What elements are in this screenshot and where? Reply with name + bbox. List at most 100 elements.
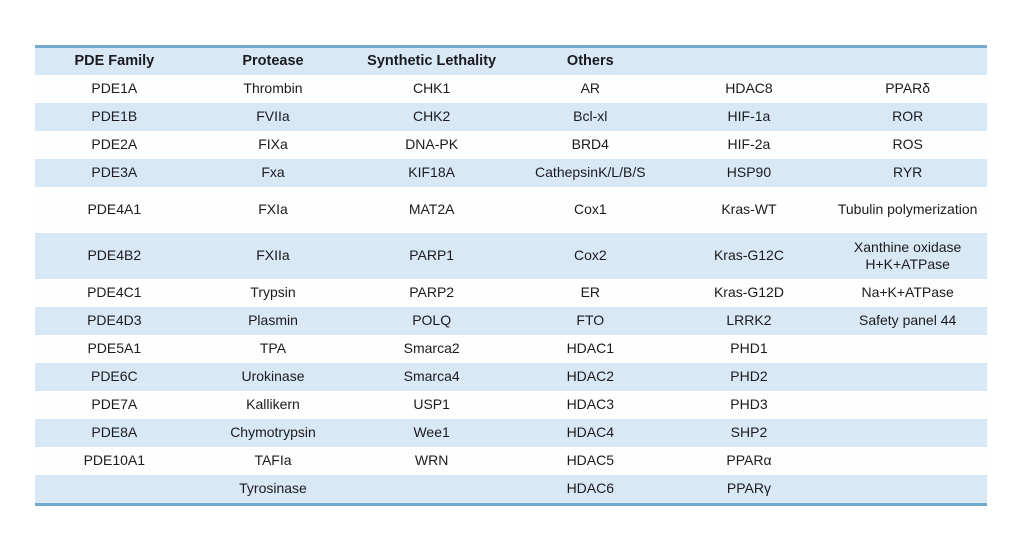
table-cell: PDE10A1 (83, 452, 146, 469)
table-cell: Cox1 (573, 201, 607, 218)
table-row: PDE5A1 TPA Smarca2 HDAC1 PHD1 (35, 335, 987, 363)
table-cell (352, 475, 511, 505)
table-row: PDE4B2 FXIIa PARP1 Cox2 Kras-G12C Xanthine ox… (35, 233, 987, 279)
table-cell: PPARδ (885, 80, 931, 97)
table-cell: Fxa (261, 164, 285, 181)
table-cell: Thrombin (243, 80, 303, 97)
table-cell: PHD3 (730, 396, 768, 413)
table-cell: CHK1 (412, 80, 451, 97)
table-cell: CHK2 (412, 108, 451, 125)
header-others: Others (566, 53, 614, 70)
header-blank-1 (670, 47, 829, 76)
table-cell: PDE2A (91, 136, 138, 153)
table-row: PDE10A1 TAFIa WRN HDAC5 PPARα (35, 447, 987, 475)
header-blank-2 (828, 47, 987, 76)
table-cell: Tyrosinase (239, 480, 307, 497)
table-cell: USP1 (413, 396, 450, 413)
table-cell: Chymotrypsin (230, 424, 316, 441)
table-cell: Cox2 (573, 247, 607, 264)
header-row: PDE Family Protease Synthetic Lethality … (35, 46, 987, 76)
table-cell: ER (580, 284, 601, 301)
table-cell: Safety panel 44 (858, 312, 957, 329)
table-cell: PDE1A (91, 80, 138, 97)
table-cell: HDAC5 (566, 452, 615, 469)
table-cell: Kras-G12C (713, 247, 784, 264)
table-cell: KIF18A (408, 164, 455, 181)
table-cell: AR (580, 80, 601, 97)
header-synthetic-lethality: Synthetic Lethality (367, 53, 497, 70)
table-cell: Plasmin (248, 312, 298, 329)
table-cell: FTO (576, 312, 605, 329)
table-cell: HDAC2 (566, 368, 615, 385)
table-cell: PPARα (726, 452, 772, 469)
table-cell (35, 475, 194, 505)
table-cell: SHP2 (730, 424, 768, 441)
table-row: PDE8A Chymotrypsin Wee1 HDAC4 SHP2 (35, 419, 987, 447)
table-cell: CathepsinK/L/B/S (535, 164, 646, 181)
table-cell: FVIIa (256, 108, 290, 125)
table-cell: FXIIa (256, 247, 290, 264)
table-cell: FIXa (258, 136, 288, 153)
table-cell: Smarca4 (403, 368, 460, 385)
table-cell: RYR (892, 164, 923, 181)
table-cell: HDAC8 (725, 80, 773, 97)
table-cell: HIF-2a (727, 136, 771, 153)
table-row: PDE7A Kallikern USP1 HDAC3 PHD3 (35, 391, 987, 419)
table-row: PDE4A1 FXIa MAT2A Cox1 Kras-WT Tubulin polyme… (35, 187, 987, 233)
table-cell: Tubulin polymerization (837, 201, 978, 218)
table-cell: HIF-1a (727, 108, 771, 125)
table-cell: HDAC3 (566, 396, 615, 413)
table-cell: PDE4A1 (87, 201, 142, 218)
table-cell: PDE3A (91, 164, 138, 181)
table-cell: Kras-WT (721, 201, 777, 218)
table-cell: Smarca2 (403, 340, 460, 357)
table-cell: PDE6C (90, 368, 138, 385)
table-cell: HSP90 (726, 164, 772, 181)
table-cell: Bcl-xl (573, 108, 608, 125)
table-cell: PARP2 (409, 284, 455, 301)
table-cell: ROS (892, 136, 923, 153)
table-cell: PARP1 (409, 247, 455, 264)
table-cell: Kras-G12D (713, 284, 784, 301)
table-cell: WRN (414, 452, 449, 469)
table-cell: PHD2 (730, 368, 768, 385)
table-cell (828, 419, 987, 447)
table-cell: DNA-PK (405, 136, 459, 153)
table-cell (828, 475, 987, 505)
table-cell: FXIa (258, 201, 288, 218)
table-cell: Na+K+ATPase (861, 284, 954, 301)
table-cell: MAT2A (408, 201, 455, 218)
table-row: Tyrosinase HDAC6 PPARγ (35, 475, 987, 505)
table-row: PDE1A Thrombin CHK1 AR HDAC8 PPARδ (35, 75, 987, 103)
table-cell (828, 447, 987, 475)
table-cell: Wee1 (413, 424, 450, 441)
table-cell: PDE4D3 (87, 312, 142, 329)
table-cell: PDE8A (91, 424, 138, 441)
table-cell (828, 363, 987, 391)
table-head: PDE Family Protease Synthetic Lethality … (35, 46, 987, 76)
table-cell: BRD4 (571, 136, 609, 153)
table-cell: HDAC4 (566, 424, 615, 441)
table-row: PDE4C1 Trypsin PARP2 ER Kras-G12D Na+K+ATPase (35, 279, 987, 307)
table-cell: PDE4C1 (87, 284, 142, 301)
table-cell: PPARγ (726, 480, 771, 497)
table-body: PDE1A Thrombin CHK1 AR HDAC8 PPARδ PDE1B FVIIa C… (35, 75, 987, 505)
header-pde-family: PDE Family (74, 53, 155, 70)
table-cell: TPA (259, 340, 287, 357)
table-cell: HDAC1 (566, 340, 615, 357)
table-cell: PDE1B (91, 108, 138, 125)
table-row: PDE3A Fxa KIF18A CathepsinK/L/B/S HSP90 RYR (35, 159, 987, 187)
table-cell: Trypsin (250, 284, 296, 301)
table-cell: LRRK2 (726, 312, 772, 329)
table-cell (828, 391, 987, 419)
target-table: PDE Family Protease Synthetic Lethality … (35, 45, 987, 506)
table-cell: Xanthine oxidase H+K+ATPase (853, 238, 962, 273)
table-cell: TAFIa (254, 452, 292, 469)
table-cell: PDE4B2 (87, 247, 142, 264)
table-row: PDE2A FIXa DNA-PK BRD4 HIF-2a ROS (35, 131, 987, 159)
table-cell: Kallikern (246, 396, 300, 413)
table-row: PDE6C Urokinase Smarca4 HDAC2 PHD2 (35, 363, 987, 391)
table-cell: PHD1 (730, 340, 768, 357)
table-cell: HDAC6 (566, 480, 615, 497)
